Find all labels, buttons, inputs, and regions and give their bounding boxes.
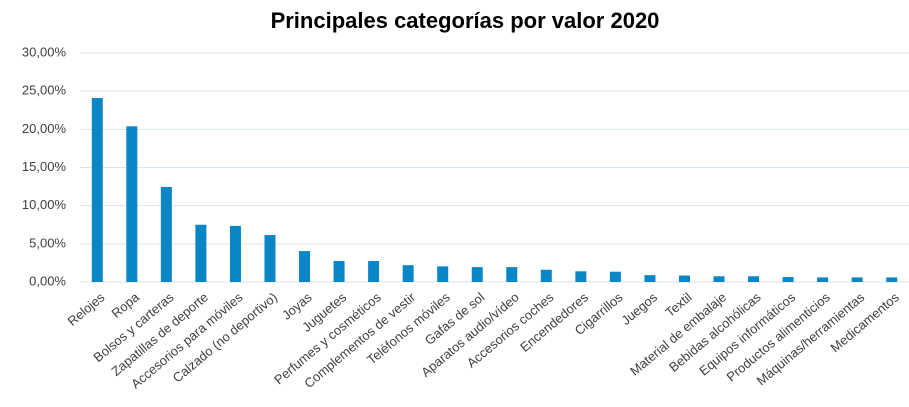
y-tick-label: 5,00% [29,235,66,250]
bar [540,269,552,282]
bar [333,261,345,282]
bar [851,277,863,282]
y-tick-label: 15,00% [22,159,67,174]
bar [126,126,138,282]
bar [506,267,518,282]
bar [264,235,276,282]
bar [748,276,760,282]
bar [886,277,898,282]
x-tick-label: Juegos [618,289,660,328]
bar [678,275,690,282]
bar [299,251,311,282]
bar [782,277,794,282]
y-tick-label: 25,00% [22,83,67,98]
y-tick-label: 10,00% [22,197,67,212]
y-tick-label: 20,00% [22,121,67,136]
bar [91,98,103,282]
bar [160,186,172,282]
y-tick-label: 30,00% [22,44,67,59]
bar [437,266,449,282]
bar [368,261,380,282]
bar [471,267,483,282]
bar [575,271,587,282]
chart-title: Principales categorías por valor 2020 [271,8,660,33]
bar [609,271,621,282]
bar [817,277,829,282]
x-tick-label: Relojes [65,289,108,329]
bar [402,265,414,282]
bar [195,224,207,282]
bar [713,276,725,282]
bar [644,275,656,282]
bar [229,225,241,282]
y-tick-label: 0,00% [29,273,66,288]
